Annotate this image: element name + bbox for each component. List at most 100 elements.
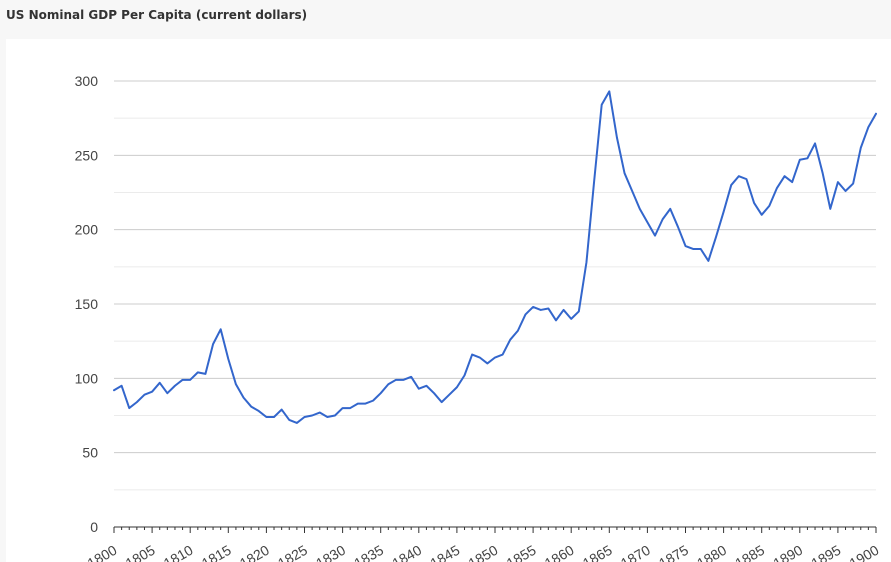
x-tick-label: 1815 [199,542,234,562]
data-point [439,399,445,405]
x-tick-label: 1825 [275,542,310,562]
x-tick-label: 1855 [504,542,539,562]
data-point [858,145,864,151]
data-point [538,307,544,313]
data-point [248,404,254,410]
data-point [393,377,399,383]
data-point [690,246,696,252]
data-point [218,326,224,332]
data-point [172,383,178,389]
data-point [484,360,490,366]
data-point [782,173,788,179]
data-point [431,390,437,396]
data-point [309,413,315,419]
data-point [705,258,711,264]
data-point [263,414,269,420]
data-point [302,414,308,420]
data-point [317,410,323,416]
x-tick-label: 1820 [237,542,272,562]
x-tick-label: 1845 [427,542,462,562]
data-point [500,352,506,358]
data-point [812,140,818,146]
data-point [492,355,498,361]
data-point [850,181,856,187]
data-point [614,134,620,140]
data-point [401,377,407,383]
data-point [385,381,391,387]
data-point [675,224,681,230]
data-point [111,387,117,393]
data-point [241,395,247,401]
data-point [713,234,719,240]
data-point [583,259,589,265]
series-layer [111,88,879,424]
data-point [576,308,582,314]
y-tick-label: 50 [82,445,98,461]
data-point [652,233,658,239]
data-point [141,392,147,398]
gridlines [114,80,876,491]
data-point [698,246,704,252]
data-point [721,209,727,215]
x-tick-label: 1840 [389,542,424,562]
data-point [568,316,574,322]
data-point [591,179,597,185]
data-point [119,383,125,389]
chart-title: US Nominal GDP Per Capita (current dolla… [6,8,308,22]
data-point [477,355,483,361]
x-tick-label: 1850 [466,542,501,562]
data-point [347,405,353,411]
data-point [454,384,460,390]
data-point [423,383,429,389]
data-point [286,417,292,423]
data-point [149,389,155,395]
data-point [835,179,841,185]
data-point [202,371,208,377]
data-point [660,216,666,222]
y-tick-label: 150 [75,296,99,312]
data-point [157,380,163,386]
y-tick-label: 0 [90,519,98,535]
data-point [164,390,170,396]
data-point [873,111,879,117]
data-point [180,377,186,383]
y-tick-label: 250 [75,147,99,163]
data-point [507,337,513,343]
data-point [751,200,757,206]
x-tick-label: 1895 [808,542,843,562]
x-tick-label: 1880 [694,542,729,562]
data-point [446,392,452,398]
data-point [637,206,643,212]
x-tick-label: 1810 [161,542,196,562]
data-point [804,155,810,161]
x-tick-label: 1870 [618,542,653,562]
series-line [113,90,877,424]
data-point [743,176,749,182]
data-point [606,88,612,94]
data-point [683,243,689,249]
data-point [728,182,734,188]
data-point [789,179,795,185]
data-point [370,398,376,404]
data-point [515,328,521,334]
y-tick-label: 200 [75,222,99,238]
data-point [820,170,826,176]
x-tick-label: 1800 [85,542,120,562]
data-point [599,102,605,108]
data-point [469,352,475,358]
data-point [545,305,551,311]
data-point [134,399,140,405]
data-point [195,369,201,375]
data-point [408,374,414,380]
data-point [827,206,833,212]
data-point [187,377,193,383]
data-point [843,188,849,194]
data-point [271,414,277,420]
y-tick-label: 300 [75,73,99,89]
data-point [225,356,231,362]
x-tick-label: 1900 [847,542,882,562]
data-point [561,307,567,313]
x-tick-label: 1830 [313,542,348,562]
